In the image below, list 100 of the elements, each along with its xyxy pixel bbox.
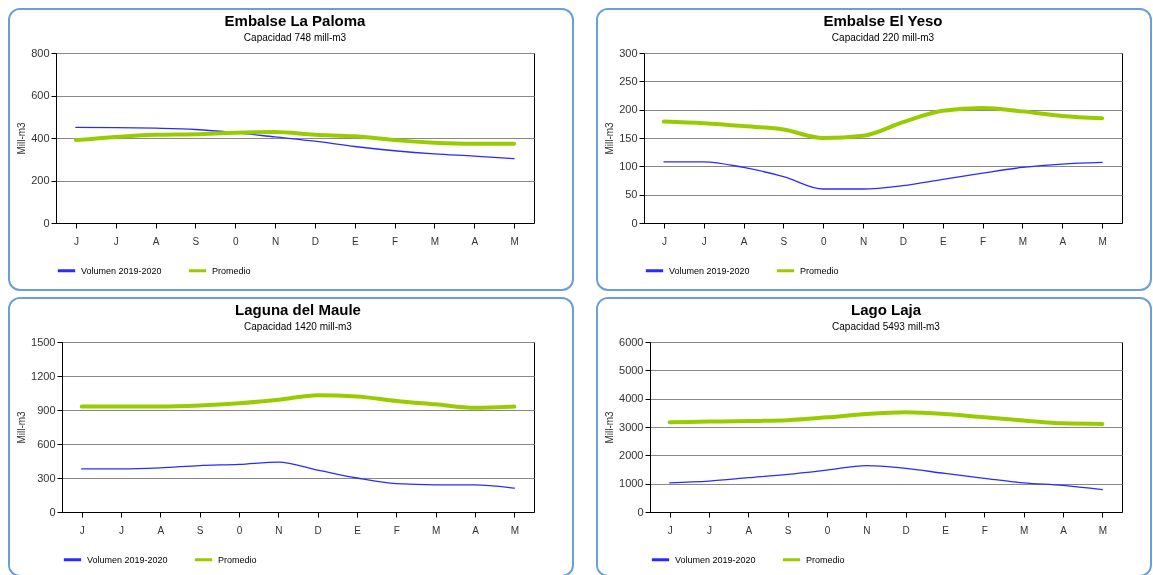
y-tick-label: 200 (619, 103, 638, 116)
y-axis-title: Mill-m3 (16, 121, 28, 155)
line-series (79, 393, 517, 410)
x-tick-label: M (510, 524, 520, 536)
y-tick-label: 1000 (619, 477, 644, 490)
x-tick-label: E (351, 235, 359, 247)
y-tick-label: 0 (637, 505, 644, 518)
y-axis-title: Mill-m3 (16, 410, 28, 444)
chart-title: Laguna del Maule (235, 301, 361, 318)
x-tick-label: E (354, 524, 362, 536)
line-series (75, 126, 515, 160)
y-tick-label: 3000 (619, 420, 644, 433)
x-tick-label: A (745, 524, 753, 536)
chart-title: Lago Laja (850, 301, 922, 318)
y-tick-label: 200 (31, 174, 50, 186)
legend-label: Volumen 2019-2020 (669, 265, 750, 276)
y-tick-label: 600 (37, 437, 56, 450)
x-tick-label: D (899, 235, 908, 247)
chart-subtitle: Capacidad 748 mill-m3 (243, 32, 347, 43)
y-tick-label: 100 (619, 159, 638, 172)
x-tick-label: N (271, 235, 280, 247)
y-tick-label: 4000 (619, 392, 644, 405)
x-tick-label: J (661, 235, 667, 247)
x-tick-label: D (314, 524, 322, 536)
x-tick-label: J (707, 524, 712, 536)
legend-label: Volumen 2019-2020 (675, 554, 756, 565)
x-tick-label: J (113, 235, 119, 247)
chart-subtitle: Capacidad 220 mill-m3 (831, 32, 935, 43)
line-series (73, 130, 517, 146)
x-tick-label: M (431, 524, 441, 536)
x-tick-label: A (471, 235, 479, 247)
x-tick-label: A (472, 524, 480, 536)
x-tick-label: F (981, 524, 988, 536)
x-tick-label: A (1059, 235, 1067, 247)
y-tick-label: 300 (37, 471, 56, 484)
chart-subtitle: Capacidad 1420 mill-m3 (244, 321, 353, 332)
x-tick-label: M (510, 235, 519, 247)
x-tick-label: E (942, 524, 950, 536)
x-tick-label: F (980, 235, 987, 247)
y-tick-label: 900 (37, 403, 56, 416)
x-tick-label: F (393, 524, 400, 536)
x-tick-label: A (740, 235, 748, 247)
legend-label: Volumen 2019-2020 (81, 265, 162, 276)
x-tick-label: N (863, 524, 871, 536)
legend-label: Volumen 2019-2020 (87, 554, 168, 565)
legend-label: Promedio (806, 554, 845, 565)
x-tick-label: J (667, 524, 673, 536)
line-series (669, 464, 1103, 491)
x-tick-label: S (784, 524, 792, 536)
y-tick-label: 300 (619, 46, 638, 59)
y-tick-label: 400 (31, 131, 50, 144)
x-tick-label: N (859, 235, 868, 247)
chart-title: Embalse La Paloma (224, 12, 367, 29)
legend-label: Promedio (800, 265, 839, 276)
x-tick-label: A (152, 235, 160, 247)
x-tick-label: M (1018, 235, 1028, 247)
chart-subtitle: Capacidad 5493 mill-m3 (832, 321, 941, 332)
y-tick-label: 250 (619, 74, 638, 87)
x-tick-label: S (196, 524, 204, 536)
y-tick-label: 800 (31, 46, 50, 59)
y-tick-label: 6000 (619, 335, 644, 348)
x-tick-label: J (119, 524, 124, 536)
y-tick-label: 0 (631, 216, 638, 229)
x-tick-label: J (79, 524, 85, 536)
x-tick-label: N (275, 524, 283, 536)
x-tick-label: S (780, 235, 788, 247)
x-tick-label: M (430, 235, 440, 247)
y-tick-label: 2000 (619, 448, 644, 461)
x-tick-label: J (73, 235, 79, 247)
legend-label: Promedio (212, 265, 251, 276)
y-tick-label: 0 (49, 505, 56, 518)
x-tick-label: D (902, 524, 910, 536)
x-tick-label: M (1098, 524, 1108, 536)
chart-title: Embalse El Yeso (823, 12, 943, 29)
line-series (663, 161, 1103, 190)
y-tick-label: 150 (619, 131, 638, 144)
line-series (667, 410, 1105, 426)
x-tick-label: 0 (232, 235, 239, 247)
y-tick-label: 1500 (31, 335, 56, 348)
y-tick-label: 600 (31, 89, 50, 101)
y-tick-label: 1200 (31, 369, 56, 382)
x-tick-label: M (1019, 524, 1029, 536)
y-tick-label: 0 (43, 216, 50, 229)
x-tick-label: J (701, 235, 707, 247)
x-tick-label: 0 (820, 235, 827, 247)
y-tick-label: 50 (625, 188, 638, 201)
legend-label: Promedio (218, 554, 257, 565)
x-tick-label: M (1098, 235, 1107, 247)
x-tick-label: A (1060, 524, 1068, 536)
x-tick-label: E (939, 235, 947, 247)
y-axis-title: Mill-m3 (604, 121, 616, 155)
x-tick-label: 0 (236, 524, 243, 536)
x-tick-label: F (392, 235, 399, 247)
x-tick-label: D (311, 235, 320, 247)
x-tick-label: A (157, 524, 165, 536)
y-tick-label: 5000 (619, 363, 644, 376)
x-tick-label: 0 (824, 524, 831, 536)
line-series (81, 461, 515, 489)
line-series (661, 105, 1105, 140)
x-tick-label: S (192, 235, 200, 247)
